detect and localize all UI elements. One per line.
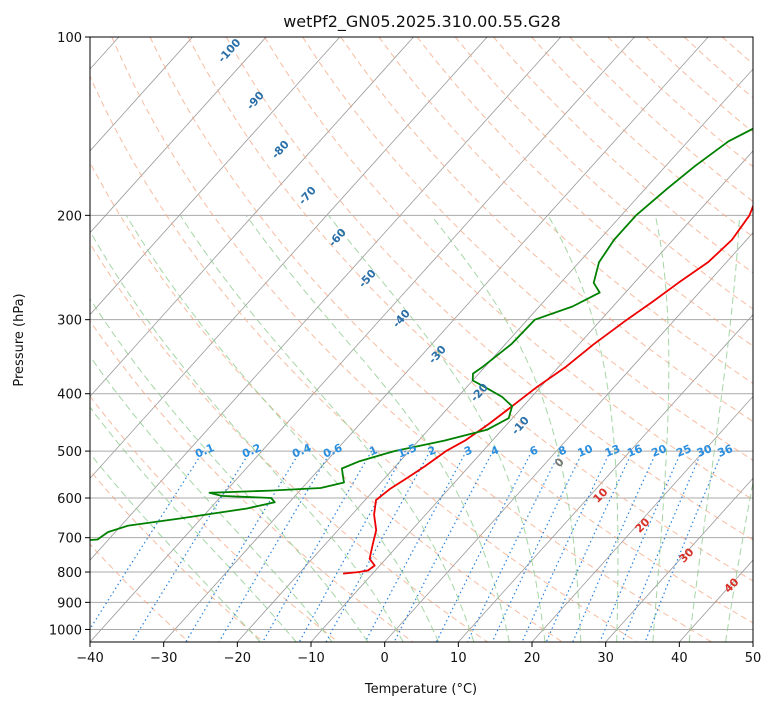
dry-adiabat-line xyxy=(111,37,712,642)
mixing-ratio-line xyxy=(298,450,406,642)
moist-adiabat-line xyxy=(245,215,510,642)
dry-adiabat-line xyxy=(149,37,753,624)
y-axis-label: Pressure (hPa) xyxy=(12,293,27,386)
isotherm-line xyxy=(531,395,753,642)
moist-adiabat-line xyxy=(179,215,475,642)
mixing-ratio-label: 8 xyxy=(557,443,569,458)
y-tick-label: 300 xyxy=(57,314,82,329)
y-tick-label: 700 xyxy=(57,532,82,547)
chart-title: wetPf2_GN05.2025.310.00.55.G28 xyxy=(283,12,561,32)
mixing-ratio-line xyxy=(435,450,533,642)
moist-adiabat-line xyxy=(725,479,753,642)
dry-adiabat-line xyxy=(340,37,753,423)
mixing-ratio-line xyxy=(364,450,467,642)
mixing-ratio-label: 30 xyxy=(695,442,714,460)
dry-adiabat-line xyxy=(90,75,638,642)
isotherm-line xyxy=(90,37,562,561)
moist-adiabat-line xyxy=(90,452,261,642)
y-tick-label: 600 xyxy=(57,492,82,507)
y-tick-label: 900 xyxy=(57,596,82,611)
dry-adiabat-line xyxy=(90,161,563,642)
x-tick-label: 20 xyxy=(524,651,541,666)
x-tick-label: −10 xyxy=(297,651,324,666)
isotherm-line xyxy=(90,37,488,479)
x-axis-ticks: −40 −30 −20 −10 0 10 20 30 40 50 xyxy=(76,642,761,666)
isotherm-line xyxy=(90,37,267,234)
isotherm-line xyxy=(237,68,753,642)
mixing-ratio-line xyxy=(262,450,373,642)
mixing-ratio-line xyxy=(393,450,494,642)
isotherm-line xyxy=(163,37,709,642)
y-tick-label: 1000 xyxy=(49,623,82,638)
y-tick-label: 200 xyxy=(57,209,82,224)
mixing-ratio-line xyxy=(621,450,703,642)
x-tick-label: 30 xyxy=(597,651,614,666)
dry-adiabat-line xyxy=(378,37,753,385)
x-tick-label: −40 xyxy=(76,651,103,666)
moist-adiabat-line xyxy=(430,214,582,642)
x-axis-label: Temperature (°C) xyxy=(364,682,477,697)
isotherm-line xyxy=(90,37,635,642)
mixing-ratio-line xyxy=(644,450,724,642)
moist-adiabat-line xyxy=(90,230,404,642)
x-tick-label: −30 xyxy=(150,651,177,666)
dry-adiabat-line xyxy=(90,320,414,642)
x-tick-label: 50 xyxy=(745,651,762,666)
dry-adiabat-line xyxy=(90,543,190,642)
isotherm-line xyxy=(384,232,753,642)
dry-adiabat-line xyxy=(90,242,488,642)
mixing-ratio-label: 20 xyxy=(650,442,669,460)
isotherm-line xyxy=(605,477,753,642)
y-tick-label: 400 xyxy=(57,388,82,403)
dry-adiabat-line xyxy=(187,37,753,582)
sounding-series xyxy=(90,127,753,575)
dry-adiabat-line xyxy=(264,37,753,501)
mixing-ratio-label: 2 xyxy=(426,443,438,458)
moist-adiabat-line xyxy=(90,355,333,642)
background-lines xyxy=(90,37,753,642)
mixing-ratio-label: 25 xyxy=(674,442,693,460)
mixing-ratio-line xyxy=(218,450,332,642)
mixing-ratio-label: 13 xyxy=(603,442,622,460)
moist-adiabat-line xyxy=(652,215,670,642)
moist-adiabat-line xyxy=(125,215,439,642)
isotherm-line xyxy=(752,641,753,642)
dry-adiabat-line xyxy=(302,37,753,461)
x-tick-label: 0 xyxy=(381,651,389,666)
isotherm-line xyxy=(90,37,193,152)
mixing-ratio-label: 16 xyxy=(625,442,644,460)
mixing-ratio-label: 10 xyxy=(576,442,595,460)
mixing-ratio-line xyxy=(325,450,431,642)
y-tick-label: 500 xyxy=(57,445,82,460)
isotherm-line xyxy=(90,37,414,398)
moist-adiabat-line xyxy=(547,215,619,642)
plot-frame xyxy=(89,36,754,643)
x-tick-label: 40 xyxy=(671,651,688,666)
y-tick-label: 100 xyxy=(57,31,82,46)
mixing-ratio-line xyxy=(521,450,611,642)
x-tick-label: 10 xyxy=(450,651,467,666)
x-tick-label: −20 xyxy=(224,651,251,666)
isotherm-line xyxy=(458,313,753,642)
isotherm-line xyxy=(90,37,341,316)
mixing-ratio-label: 3 xyxy=(462,443,474,458)
mixing-ratio-line xyxy=(491,450,584,642)
temperature-profile-line xyxy=(343,203,753,575)
moist-adiabat-line xyxy=(328,214,546,642)
mixing-ratio-label: 36 xyxy=(716,442,735,460)
mixing-ratio-label: 1 xyxy=(367,443,379,458)
mixing-ratio-line xyxy=(185,450,301,642)
mixing-ratio-line xyxy=(599,450,682,642)
y-axis-ticks: 100 200 300 400 500 600 700 800 900 1000 xyxy=(49,31,90,638)
plot-background xyxy=(90,37,753,642)
dewpoint-profile-line xyxy=(90,127,753,541)
moist-adiabat-line xyxy=(90,297,369,642)
mixing-ratio-line xyxy=(90,450,204,631)
moist-adiabat-line xyxy=(90,406,297,642)
y-tick-label: 800 xyxy=(57,566,82,581)
moist-adiabat-line xyxy=(688,215,741,642)
